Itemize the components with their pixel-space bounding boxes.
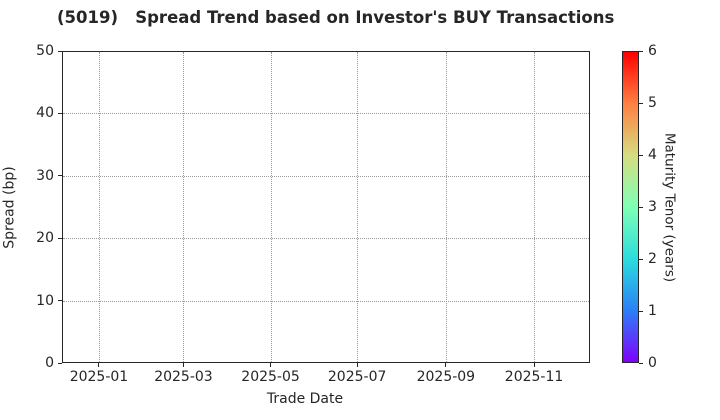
colorbar-tick	[639, 362, 643, 364]
colorbar-tick-label: 3	[648, 199, 657, 215]
colorbar-tick-label: 4	[648, 147, 657, 163]
x-tick-label: 2025-09	[416, 369, 476, 385]
y-axis-tick	[58, 362, 62, 364]
y-tick-label: 10	[36, 292, 54, 309]
y-gridline	[63, 238, 589, 240]
colorbar-tick	[639, 258, 643, 260]
y-axis-tick	[58, 175, 62, 177]
y-axis-tick	[58, 50, 62, 52]
colorbar-tick-label: 0	[648, 355, 657, 371]
y-axis-tick	[58, 112, 62, 114]
colorbar-tick-label: 1	[648, 303, 657, 319]
x-axis-tick	[98, 363, 100, 367]
x-tick-label: 2025-05	[241, 369, 300, 385]
x-tick-label: 2025-07	[327, 369, 387, 385]
colorbar-tick	[639, 50, 643, 52]
colorbar-tick	[639, 310, 643, 312]
x-gridline	[534, 52, 536, 362]
y-axis-tick	[58, 300, 62, 302]
y-gridline	[63, 175, 589, 177]
x-gridline	[445, 52, 447, 362]
colorbar-tick-label: 2	[648, 251, 657, 267]
x-gridline	[183, 52, 185, 362]
colorbar-tick-label: 5	[648, 95, 657, 111]
x-axis-tick	[445, 363, 447, 367]
x-gridline	[357, 52, 359, 362]
colorbar	[622, 51, 639, 363]
x-axis-tick	[356, 363, 358, 367]
y-gridline	[63, 113, 589, 115]
x-gridline	[98, 52, 100, 362]
colorbar-tick-label: 6	[648, 43, 657, 59]
x-axis-tick	[533, 363, 535, 367]
x-axis-tick	[270, 363, 272, 367]
x-axis-tick	[182, 363, 184, 367]
x-gridline	[270, 52, 272, 362]
y-tick-label: 30	[36, 167, 54, 184]
colorbar-tick	[639, 206, 643, 208]
y-tick-label: 20	[36, 230, 54, 247]
y-tick-label: 0	[45, 355, 54, 371]
y-tick-label: 40	[36, 105, 54, 122]
chart-title: (5019) Spread Trend based on Investor's …	[57, 8, 615, 27]
x-axis-label: Trade Date	[266, 391, 344, 407]
colorbar-tick	[639, 154, 643, 156]
y-gridline	[63, 300, 589, 302]
x-tick-label: 2025-01	[69, 369, 129, 385]
y-axis-tick	[58, 237, 62, 239]
colorbar-tick	[639, 102, 643, 104]
x-tick-label: 2025-11	[504, 369, 564, 385]
plot-area	[62, 51, 590, 363]
x-tick-label: 2025-03	[154, 369, 213, 385]
y-tick-label: 50	[36, 43, 54, 59]
